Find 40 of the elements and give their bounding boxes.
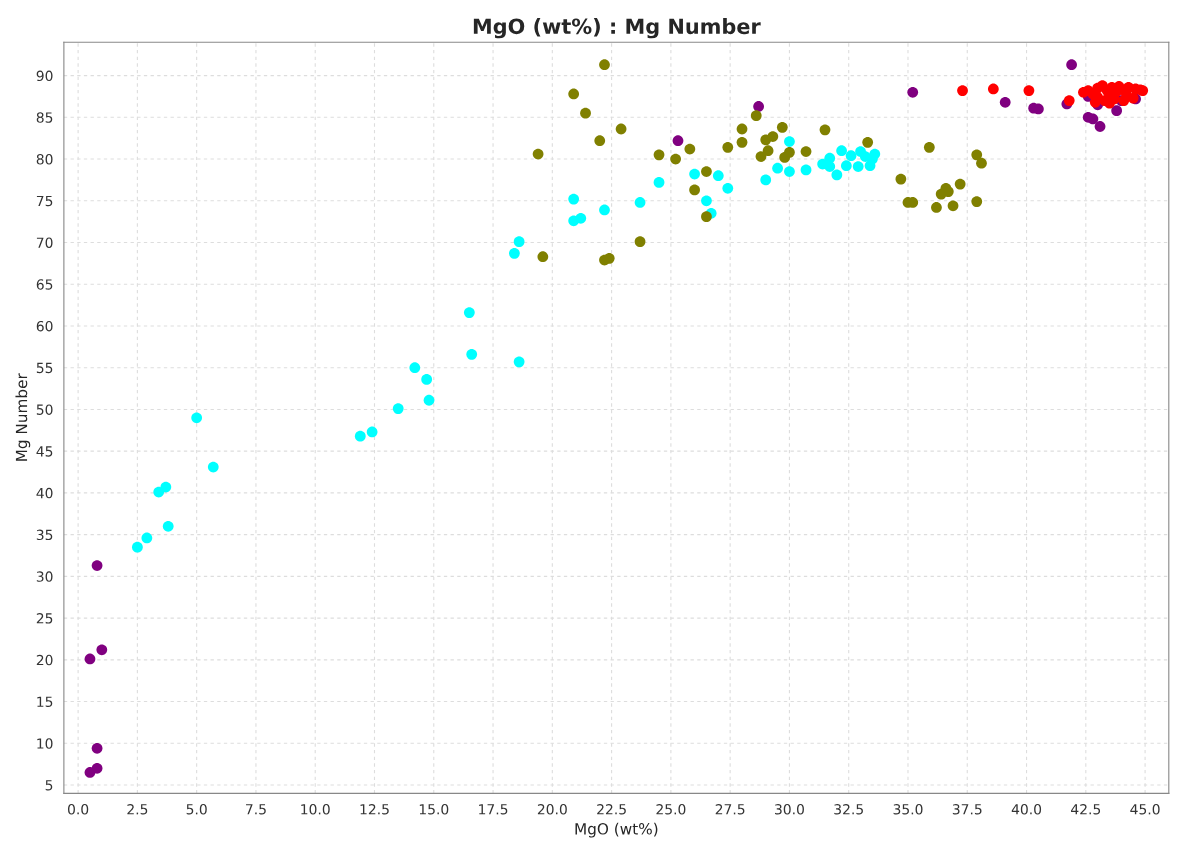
y-tick-label: 50 xyxy=(36,404,53,415)
x-tick-label: 42.5 xyxy=(1071,804,1101,815)
y-tick-label: 30 xyxy=(36,571,53,582)
y-axis-title: Mg Number xyxy=(15,373,31,461)
y-tick-label: 45 xyxy=(36,446,53,457)
x-tick-label: 12.5 xyxy=(360,804,389,815)
x-tick-label: 22.5 xyxy=(597,804,626,815)
y-tick-label: 65 xyxy=(36,279,53,290)
chart-title: MgO (wt%) : Mg Number xyxy=(473,18,761,39)
x-tick-label: 25.0 xyxy=(656,804,686,815)
x-axis-title: MgO (wt%) xyxy=(575,822,658,838)
x-tick-label: 10.0 xyxy=(301,804,330,815)
x-tick-label: 37.5 xyxy=(952,804,982,815)
y-tick-label: 80 xyxy=(36,154,53,165)
x-tick-label: 40.0 xyxy=(1011,804,1042,815)
y-tick-label: 20 xyxy=(36,654,53,666)
y-tick-label: 5 xyxy=(45,780,53,791)
y-tick-label: 40 xyxy=(36,487,53,499)
y-tick-label: 60 xyxy=(36,320,53,332)
x-tick-label: 32.5 xyxy=(834,804,863,815)
y-tick-label: 35 xyxy=(36,529,53,541)
y-tick-label: 75 xyxy=(36,195,53,207)
y-tick-label: 55 xyxy=(36,362,53,374)
x-tick-label: 35.0 xyxy=(893,804,923,815)
y-tick-label: 85 xyxy=(36,112,53,123)
x-tick-label: 30.0 xyxy=(775,804,804,815)
x-tick-label: 20.0 xyxy=(537,804,567,815)
x-tick-label: 15.0 xyxy=(419,804,449,815)
y-tick-label: 25 xyxy=(36,613,53,624)
x-tick-label: 17.5 xyxy=(479,804,508,815)
x-tick-label: 27.5 xyxy=(715,804,745,815)
y-tick-label: 90 xyxy=(36,70,53,82)
x-tick-label: 0.0 xyxy=(67,804,89,815)
y-tick-label: 70 xyxy=(36,237,53,248)
y-tick-label: 15 xyxy=(37,696,53,708)
y-tick-label: 10 xyxy=(37,738,53,749)
x-tick-label: 7.5 xyxy=(246,804,266,815)
x-tick-label: 45.0 xyxy=(1130,804,1160,815)
x-tick-label: 2.5 xyxy=(127,804,148,815)
x-tick-label: 5.0 xyxy=(186,804,207,815)
